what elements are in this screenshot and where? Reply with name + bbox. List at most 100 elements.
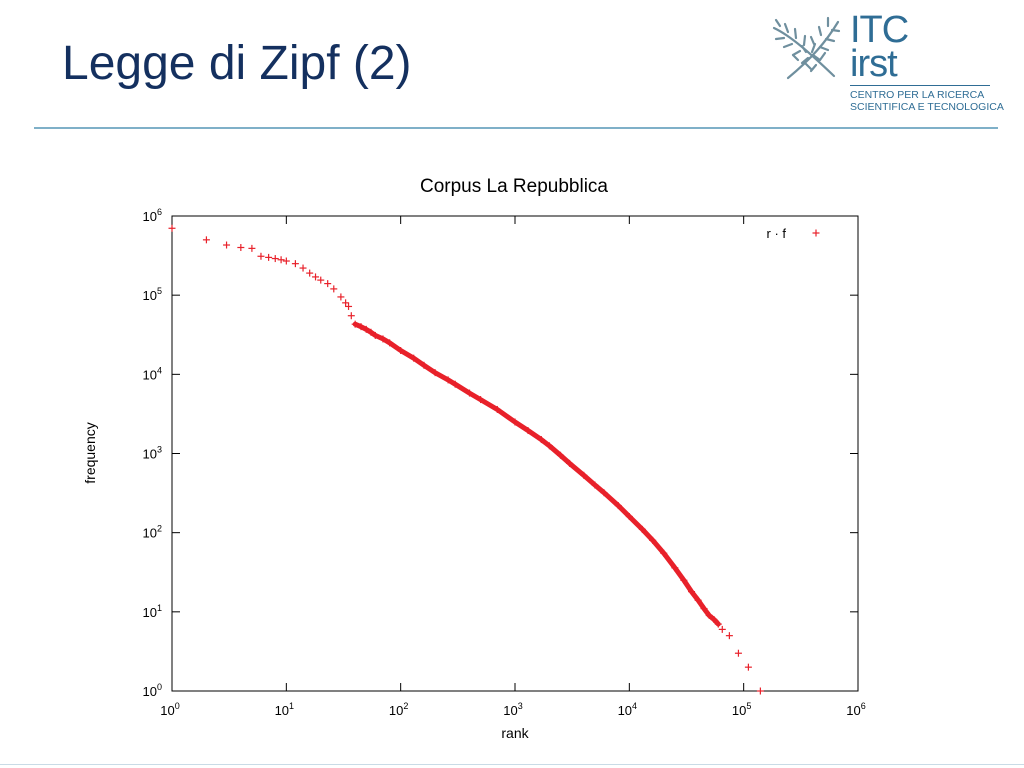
logo-tagline-1: CENTRO PER LA RICERCA xyxy=(850,89,985,101)
data-point xyxy=(725,632,733,640)
data-point xyxy=(342,299,350,307)
data-point xyxy=(317,276,325,284)
legend-marker-icon xyxy=(812,229,820,237)
data-point xyxy=(168,224,176,232)
data-point xyxy=(357,323,365,331)
y-axis-label: frequency xyxy=(82,422,98,483)
data-point xyxy=(566,459,574,467)
data-point xyxy=(277,256,285,264)
data-point xyxy=(451,380,459,388)
data-point xyxy=(397,347,405,355)
data-point xyxy=(511,418,519,426)
slide-title: Legge di Zipf (2) xyxy=(62,37,412,90)
x-tick-label: 105 xyxy=(732,701,751,718)
logo-tagline-2: SCIENTIFICA E TECNOLOGICA xyxy=(850,101,1004,113)
olive-branch-icon xyxy=(772,16,841,80)
data-point xyxy=(466,389,474,397)
data-point xyxy=(537,436,545,444)
data-point xyxy=(347,312,355,320)
data-point xyxy=(299,264,307,272)
data-point xyxy=(257,252,265,260)
data-point xyxy=(291,260,299,268)
data-point xyxy=(324,280,332,288)
x-tick-label: 104 xyxy=(618,701,637,718)
y-tick-label: 103 xyxy=(143,445,162,462)
data-point xyxy=(493,405,501,413)
data-point xyxy=(680,576,688,584)
x-tick-label: 101 xyxy=(275,701,294,718)
data-point xyxy=(345,302,353,310)
itc-irst-logo: ITC irst CENTRO PER LA RICERCA SCIENTIFI… xyxy=(766,10,1004,118)
data-point xyxy=(202,236,210,244)
legend: r · f xyxy=(767,226,820,241)
y-tick-label: 102 xyxy=(143,524,162,541)
y-tick-label: 101 xyxy=(143,603,162,620)
x-axis: 100 101 102 103 104 105 106 xyxy=(160,216,866,718)
data-point xyxy=(625,513,633,521)
data-point xyxy=(351,320,359,328)
data-point xyxy=(580,471,588,479)
legend-label: r · f xyxy=(767,226,787,241)
x-axis-label: rank xyxy=(501,725,529,741)
data-point xyxy=(545,442,553,450)
data-point xyxy=(431,369,439,377)
data-point xyxy=(734,649,742,657)
y-tick-label: 106 xyxy=(143,207,162,224)
data-point xyxy=(271,255,279,263)
data-point xyxy=(420,361,428,369)
data-point xyxy=(591,481,599,489)
data-point xyxy=(477,396,485,404)
data-point xyxy=(362,325,370,333)
logo-irst-text: irst xyxy=(850,43,898,85)
data-point xyxy=(282,257,290,265)
title-divider xyxy=(34,127,998,129)
data-point xyxy=(379,335,387,343)
data-point xyxy=(714,620,722,628)
data-point xyxy=(237,244,245,252)
data-point xyxy=(386,339,394,347)
data-point xyxy=(265,253,273,261)
data-point xyxy=(671,564,679,572)
data-point xyxy=(705,611,713,619)
series-line xyxy=(352,321,721,627)
y-axis: 100 101 102 103 104 105 106 xyxy=(143,207,858,699)
data-point xyxy=(700,605,708,613)
data-point xyxy=(248,244,256,252)
data-point xyxy=(556,451,564,459)
data-point xyxy=(638,525,646,533)
data-point xyxy=(614,502,622,510)
series-points xyxy=(168,224,764,695)
logo-divider xyxy=(850,85,990,86)
logo-itc-text: ITC xyxy=(850,9,909,51)
data-point xyxy=(223,241,231,249)
data-point xyxy=(330,285,338,293)
data-point xyxy=(660,549,668,557)
plot-frame xyxy=(171,215,859,692)
data-point xyxy=(710,616,718,624)
data-point xyxy=(649,536,657,544)
x-tick-label: 100 xyxy=(160,701,179,718)
legend-plus xyxy=(812,229,820,237)
footer-divider xyxy=(0,764,1024,765)
data-point xyxy=(367,328,375,336)
data-point xyxy=(744,663,752,671)
data-point xyxy=(718,625,726,633)
data-point xyxy=(444,376,452,384)
data-point xyxy=(524,427,532,435)
data-point xyxy=(694,596,702,604)
y-tick-label: 105 xyxy=(143,286,162,303)
data-point xyxy=(371,331,379,339)
y-tick-label: 100 xyxy=(143,682,162,699)
data-point xyxy=(410,354,418,362)
chart-title: Corpus La Repubblica xyxy=(420,176,608,197)
data-point xyxy=(306,269,314,277)
data-point xyxy=(688,588,696,596)
y-tick-label: 104 xyxy=(143,365,162,382)
x-tick-label: 103 xyxy=(503,701,522,718)
data-point xyxy=(337,293,345,301)
x-tick-label: 102 xyxy=(389,701,408,718)
data-point xyxy=(600,489,608,497)
data-point xyxy=(756,687,764,695)
x-tick-label: 106 xyxy=(846,701,865,718)
